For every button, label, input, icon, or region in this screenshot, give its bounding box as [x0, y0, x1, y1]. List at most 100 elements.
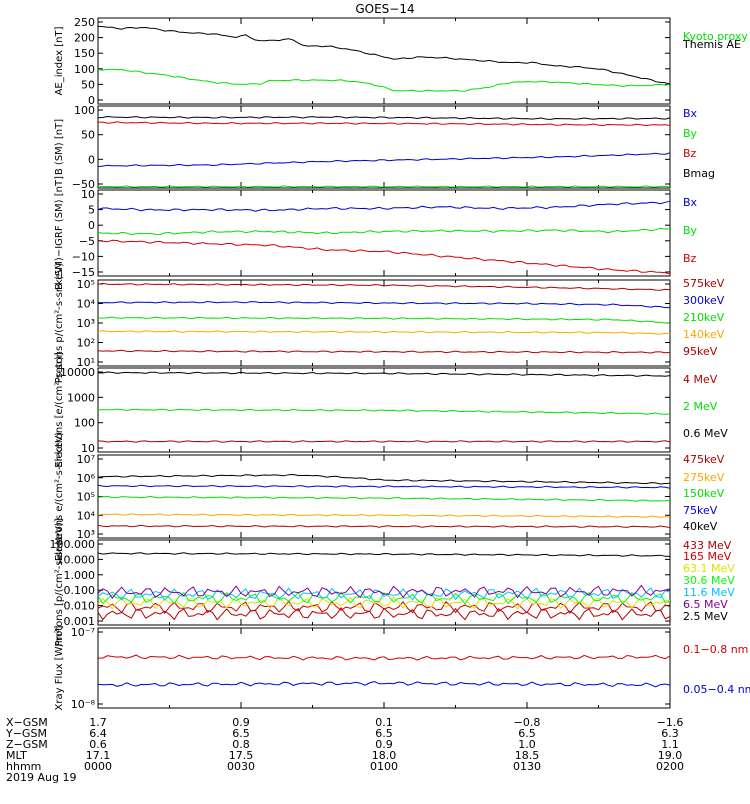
y-tick-label: 0	[88, 219, 95, 232]
x-axis-value: 6.4	[89, 727, 107, 740]
legend-label: Themis AE	[682, 38, 741, 51]
y-axis-label: B (SM)−IGRF (SM) [nT]	[54, 176, 65, 290]
panel-electrons2: 10⁷ 10⁶ 10⁵ 10⁴ 10³ Electrons e/(cm²-s-sr-keV…	[54, 432, 725, 561]
legend-label: Bmag	[683, 167, 715, 180]
series-line-150kev	[97, 495, 671, 502]
legend-label: 433 MeV	[683, 539, 732, 552]
y-axis-label: B (SM) [nT]	[54, 119, 65, 175]
series-line-575kev	[97, 282, 671, 291]
panel-xray: 10⁻⁷ 10⁻⁸ Xray Flux [W/m²] 0.1−0.8 nm 0.05−0…	[54, 625, 750, 711]
y-tick-label: 10	[81, 442, 95, 455]
series-line-433-mev	[97, 607, 671, 621]
legend-label: 275keV	[683, 471, 725, 484]
x-axis-value: 1.1	[661, 738, 679, 751]
y-tick-label: −15	[72, 266, 95, 279]
x-axis-row-label: hhmm	[6, 760, 41, 773]
y-tick-label: 10⁴	[77, 298, 96, 311]
series-line-by	[97, 227, 671, 236]
series-line-30-6-mev	[97, 591, 671, 605]
series-line-140kev	[97, 330, 671, 335]
legend-label: 140keV	[683, 328, 725, 341]
legend-label: 30.6 MeV	[683, 574, 735, 587]
series-line-210kev	[97, 316, 671, 324]
legend-label: 165 MeV	[683, 550, 732, 563]
x-axis-value: 17.5	[229, 749, 254, 762]
x-axis-value: 6.5	[375, 727, 393, 740]
series-line-165-mev	[97, 600, 671, 614]
y-tick-label: 10³	[77, 528, 95, 541]
legend-label: Bz	[683, 147, 697, 160]
x-axis-value: 0130	[513, 760, 541, 773]
x-axis-row-label: MLT	[6, 749, 27, 762]
y-tick-label: 100	[74, 104, 95, 117]
y-tick-label: 100	[74, 417, 95, 430]
x-axis-value: 0.6	[89, 738, 107, 751]
y-tick-label: 10⁶	[77, 472, 96, 485]
legend-label: 300keV	[683, 294, 725, 307]
x-axis-value: 1.7	[89, 716, 107, 729]
y-tick-label: 200	[74, 32, 95, 45]
y-tick-label: 100	[74, 63, 95, 76]
y-axis-label: Electrons e/(cm²-s-sr-keV)	[54, 432, 65, 561]
y-tick-label: 150	[74, 47, 95, 60]
panel-protons2: 100.000 10.000 1.000 0.100 0.010 0.001Protons…	[50, 518, 736, 646]
legend-label: 2 MeV	[683, 400, 718, 413]
series-line-475kev	[97, 524, 671, 528]
y-tick-label: 10³	[77, 317, 95, 330]
y-tick-label: 1000	[67, 391, 95, 404]
y-axis-label: AE_index [nT]	[54, 26, 65, 95]
panel-bdiff: 10 5 0 −5 −10 −15 B (SM)−IGRF (SM) [nT] Bx By Bz	[54, 176, 698, 290]
x-axis-value: 17.1	[86, 749, 111, 762]
legend-label: 0.1−0.8 nm	[683, 643, 748, 656]
legend-label: Bz	[683, 252, 697, 265]
panel-electrons1: 10000 1000 100 10 Electrons [e/(cm²-s-sr)] 4 …	[54, 352, 728, 468]
y-axis-label: Protons p/(cm²-s-sr-keV)	[54, 263, 65, 384]
x-axis-value: 0.1	[375, 716, 393, 729]
y-tick-label: −5	[79, 235, 95, 248]
x-axis-value: 18.0	[372, 749, 397, 762]
series-line-4-mev	[97, 440, 671, 443]
legend-label: 210keV	[683, 311, 725, 324]
y-tick-label: 100.000	[50, 538, 96, 551]
y-tick-label: 250	[74, 16, 95, 29]
legend-label: 575keV	[683, 277, 725, 290]
legend-label: 2.5 MeV	[683, 610, 728, 623]
x-axis-value: 0000	[84, 760, 112, 773]
panel-bsm: 100 50 0 −50 B (SM) [nT] Bx By Bz Bmag	[54, 104, 715, 191]
legend-label: 75keV	[683, 504, 718, 517]
y-tick-label: 10⁵	[77, 491, 95, 504]
series-line-40kev	[97, 473, 671, 485]
legend-label: 6.5 MeV	[683, 598, 728, 611]
x-axis-value: 6.5	[232, 727, 250, 740]
y-tick-label: 0.010	[64, 600, 96, 613]
y-axis-label: Xray Flux [W/m²]	[54, 625, 65, 710]
y-axis-label: Electrons [e/(cm²-s-sr)]	[54, 352, 65, 468]
x-axis-row-label: Z−GSM	[6, 738, 48, 751]
legend-label: 95keV	[683, 345, 718, 358]
series-line-bx	[97, 152, 671, 167]
series-line-0-05-0-4-nm	[97, 680, 671, 688]
x-axis-value: 19.0	[658, 749, 683, 762]
legend-label: Bx	[683, 196, 698, 209]
x-axis-value: 18.5	[515, 749, 540, 762]
y-tick-label: 10000	[60, 366, 95, 379]
y-tick-label: 0.100	[64, 584, 96, 597]
legend-label: 4 MeV	[683, 373, 718, 386]
y-tick-label: 50	[81, 78, 95, 91]
series-line-63-1-mev	[97, 596, 671, 610]
legend-label: By	[683, 127, 698, 140]
x-axis-value: 0.9	[232, 716, 250, 729]
x-axis-row-label: Y−GSM	[5, 727, 47, 740]
panel-ae: 250 200 150 100 50 0 AE_index [nT] Kyoto proxy …	[54, 16, 750, 107]
x-axis-value: 6.3	[661, 727, 679, 740]
legend-label: 63.1 MeV	[683, 562, 735, 575]
plot-title: GOES−14	[355, 2, 414, 16]
series-line-bz	[98, 121, 671, 127]
y-tick-label: 0.001	[64, 615, 96, 628]
y-tick-label: 10¹	[77, 356, 95, 369]
series-line-bmag	[97, 115, 671, 120]
series-line-2-mev	[97, 408, 671, 415]
y-tick-label: 1.000	[64, 569, 96, 582]
